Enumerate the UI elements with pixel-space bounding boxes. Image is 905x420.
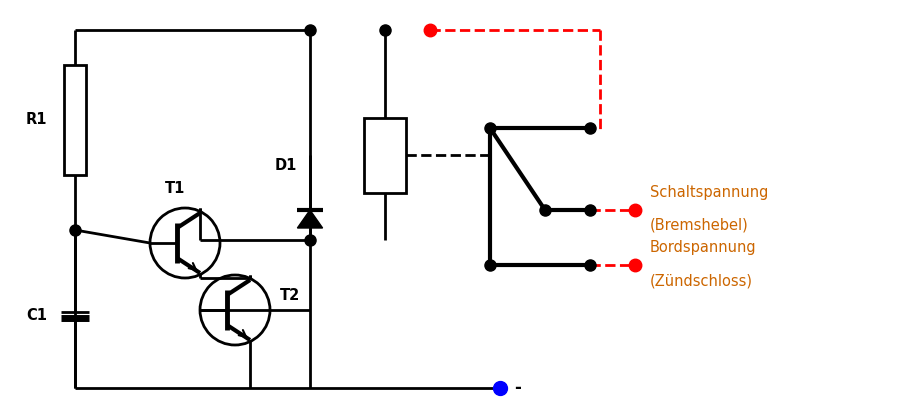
Bar — [364, 118, 406, 192]
Text: Bordspannung: Bordspannung — [650, 240, 757, 255]
Text: (Bremshebel): (Bremshebel) — [650, 218, 748, 233]
Polygon shape — [298, 210, 322, 228]
Text: (Zündschloss): (Zündschloss) — [650, 273, 753, 288]
Text: T1: T1 — [165, 181, 186, 196]
Text: D1: D1 — [275, 158, 298, 173]
Text: -: - — [514, 379, 521, 397]
Text: R1: R1 — [25, 113, 47, 128]
Text: Schaltspannung: Schaltspannung — [650, 185, 768, 200]
Bar — [64, 65, 86, 175]
Text: C1: C1 — [26, 307, 47, 323]
Text: T2: T2 — [280, 288, 300, 302]
